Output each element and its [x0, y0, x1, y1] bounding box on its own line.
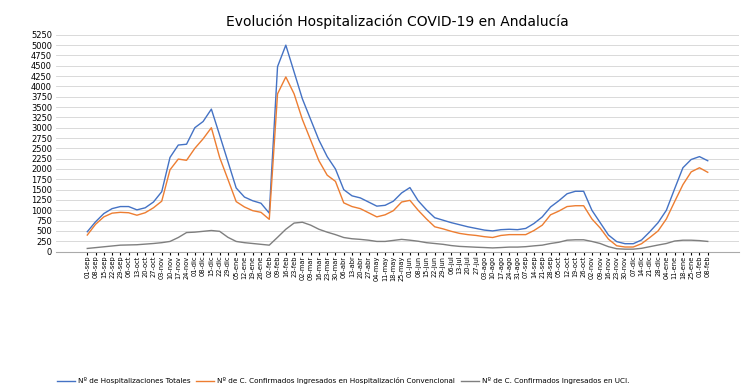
Nº de C. Confirmados Ingresados en UCI. [298, 220, 307, 224]
Nº de C. Confirmados Ingresados en UCI. [505, 245, 514, 249]
Nº de Hospitalizaciones Totales [281, 43, 290, 48]
Nº de Hospitalizaciones Totales [141, 205, 150, 210]
Nº de C. Confirmados Ingresados en Hospitalización Convencional [704, 170, 712, 175]
Nº de C. Confirmados Ingresados en UCI. [587, 239, 596, 244]
Nº de C. Confirmados Ingresados en Hospitalización Convencional [306, 138, 315, 142]
Nº de Hospitalizaciones Totales [587, 208, 596, 212]
Nº de C. Confirmados Ingresados en Hospitalización Convencional [587, 217, 596, 221]
Nº de Hospitalizaciones Totales [620, 241, 629, 246]
Nº de Hospitalizaciones Totales [704, 158, 712, 163]
Nº de C. Confirmados Ingresados en UCI. [141, 242, 150, 247]
Nº de C. Confirmados Ingresados en UCI. [620, 247, 629, 252]
Nº de C. Confirmados Ingresados en UCI. [82, 246, 92, 251]
Nº de C. Confirmados Ingresados en Hospitalización Convencional [141, 211, 150, 215]
Nº de C. Confirmados Ingresados en UCI. [306, 223, 315, 228]
Line: Nº de C. Confirmados Ingresados en Hospitalización Convencional: Nº de C. Confirmados Ingresados en Hospi… [87, 77, 708, 247]
Nº de Hospitalizaciones Totales [488, 229, 497, 233]
Nº de Hospitalizaciones Totales [306, 117, 315, 122]
Nº de C. Confirmados Ingresados en UCI. [414, 239, 423, 243]
Nº de Hospitalizaciones Totales [414, 199, 423, 203]
Nº de C. Confirmados Ingresados en Hospitalización Convencional [488, 235, 497, 240]
Nº de C. Confirmados Ingresados en Hospitalización Convencional [505, 232, 514, 237]
Nº de C. Confirmados Ingresados en Hospitalización Convencional [414, 208, 423, 212]
Nº de Hospitalizaciones Totales [505, 227, 514, 231]
Legend: Nº de Hospitalizaciones Totales, Nº de C. Confirmados Ingresados en Hospitalizac: Nº de Hospitalizaciones Totales, Nº de C… [54, 374, 632, 387]
Title: Evolución Hospitalización COVID-19 en Andalucía: Evolución Hospitalización COVID-19 en An… [226, 15, 568, 29]
Nº de Hospitalizaciones Totales [82, 229, 92, 234]
Line: Nº de Hospitalizaciones Totales: Nº de Hospitalizaciones Totales [87, 45, 708, 244]
Nº de C. Confirmados Ingresados en Hospitalización Convencional [281, 75, 290, 79]
Nº de C. Confirmados Ingresados en UCI. [704, 239, 712, 244]
Nº de C. Confirmados Ingresados en Hospitalización Convencional [620, 245, 629, 249]
Nº de C. Confirmados Ingresados en Hospitalización Convencional [82, 233, 92, 237]
Line: Nº de C. Confirmados Ingresados en UCI.: Nº de C. Confirmados Ingresados en UCI. [87, 222, 708, 249]
Nº de C. Confirmados Ingresados en UCI. [488, 246, 497, 250]
